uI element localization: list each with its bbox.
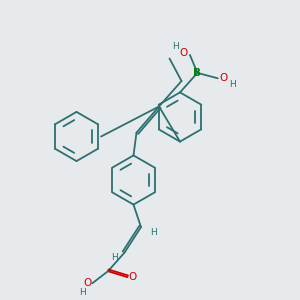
Text: O: O: [179, 47, 188, 58]
Text: H: H: [150, 228, 157, 237]
Text: H: H: [172, 42, 179, 51]
Text: O: O: [219, 73, 227, 83]
Text: H: H: [111, 253, 117, 262]
Text: O: O: [129, 272, 137, 282]
Text: O: O: [83, 278, 91, 288]
Text: H: H: [229, 80, 236, 89]
Text: B: B: [194, 68, 201, 78]
Text: H: H: [79, 288, 86, 297]
